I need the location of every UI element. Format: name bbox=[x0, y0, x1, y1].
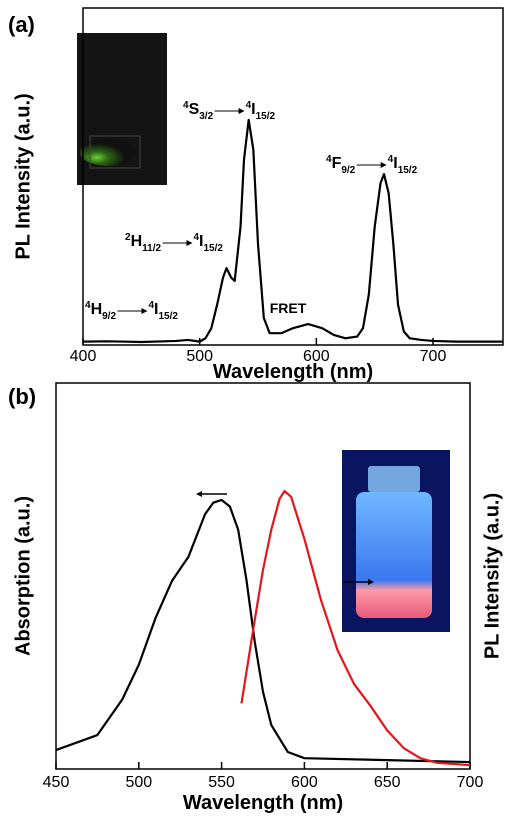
term-symbol: I bbox=[251, 101, 255, 118]
annotation: FRET bbox=[270, 300, 307, 316]
x-tick-label: 450 bbox=[43, 774, 70, 791]
arrow-left bbox=[196, 491, 227, 497]
transition-label: 4I15/2 bbox=[388, 154, 418, 176]
x-tick-label: 550 bbox=[208, 774, 235, 791]
arrow-right bbox=[343, 579, 374, 585]
transition-label: 4I15/2 bbox=[193, 232, 223, 254]
x-tick-label: 600 bbox=[291, 774, 318, 791]
data-line bbox=[82, 118, 503, 344]
term-symbol: I bbox=[393, 155, 397, 172]
inset-photo-a bbox=[77, 33, 167, 185]
term-symbol: S bbox=[189, 101, 200, 118]
y-axis-label: PL Intensity (a.u.) bbox=[12, 93, 34, 259]
inset-photo-b bbox=[342, 450, 450, 632]
x-axis-label: Wavelength (nm) bbox=[213, 361, 373, 383]
transition-arrowhead bbox=[141, 308, 148, 314]
subscript: 9/2 bbox=[102, 311, 116, 322]
term-symbol: F bbox=[332, 155, 342, 172]
subscript: 3/2 bbox=[199, 111, 213, 122]
transition-arrowhead bbox=[380, 162, 387, 168]
plot-frame bbox=[55, 382, 471, 770]
data-line bbox=[55, 498, 471, 764]
superscript: 2 bbox=[125, 232, 131, 243]
transition-label: 4I15/2 bbox=[246, 100, 276, 122]
transition-label: 4I15/2 bbox=[148, 300, 178, 322]
panel-label: (b) bbox=[8, 384, 36, 409]
x-tick-label: 700 bbox=[457, 774, 484, 791]
term-symbol: I bbox=[154, 301, 158, 318]
data-line bbox=[240, 489, 471, 767]
x-tick-label: 400 bbox=[70, 348, 97, 365]
term-symbol: I bbox=[199, 233, 203, 250]
subscript: 11/2 bbox=[142, 243, 161, 254]
x-tick-label: 650 bbox=[374, 774, 401, 791]
x-tick-label: 600 bbox=[303, 348, 330, 365]
y-axis-label: Absorption (a.u.) bbox=[12, 496, 34, 656]
subscript: 15/2 bbox=[158, 311, 178, 322]
subscript: 9/2 bbox=[341, 165, 355, 176]
transition-label: 2H11/2 bbox=[125, 232, 161, 254]
superscript: 4 bbox=[388, 154, 394, 165]
y2-axis-label: PL Intensity (a.u.) bbox=[481, 493, 503, 659]
x-tick-label: 500 bbox=[186, 348, 213, 365]
subscript: 15/2 bbox=[203, 243, 223, 254]
plot-frame bbox=[82, 7, 504, 346]
superscript: 4 bbox=[183, 100, 189, 111]
subscript: 15/2 bbox=[398, 165, 418, 176]
transition-arrowhead bbox=[238, 108, 245, 114]
panel-label: (a) bbox=[8, 12, 35, 37]
x-axis-label: Wavelength (nm) bbox=[183, 792, 343, 814]
subscript: 15/2 bbox=[256, 111, 276, 122]
superscript: 4 bbox=[246, 100, 252, 111]
x-tick-label: 700 bbox=[420, 348, 447, 365]
term-symbol: H bbox=[131, 233, 143, 250]
term-symbol: H bbox=[91, 301, 103, 318]
transition-arrowhead bbox=[186, 240, 193, 246]
transition-label: 4S3/2 bbox=[183, 100, 214, 122]
superscript: 4 bbox=[193, 232, 199, 243]
transition-label: 4F9/2 bbox=[326, 154, 356, 176]
superscript: 4 bbox=[85, 300, 91, 311]
transition-label: 4H9/2 bbox=[85, 300, 116, 322]
x-tick-label: 500 bbox=[125, 774, 152, 791]
superscript: 4 bbox=[148, 300, 154, 311]
superscript: 4 bbox=[326, 154, 332, 165]
